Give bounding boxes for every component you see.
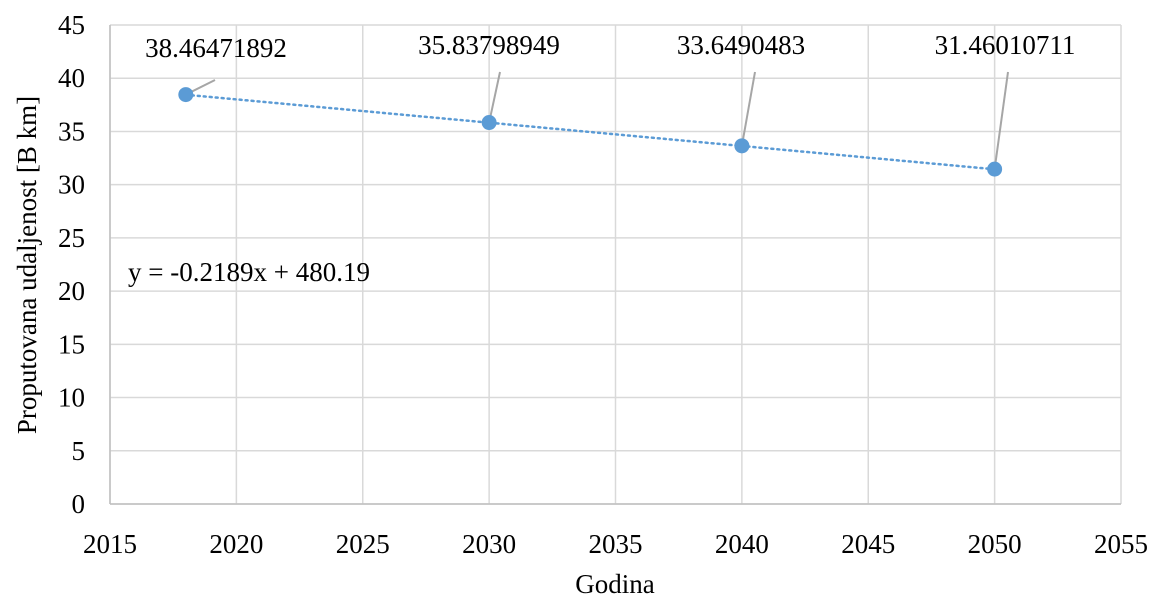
x-axis-title: Godina bbox=[575, 569, 655, 598]
data-point bbox=[178, 87, 194, 103]
y-tick-label: 15 bbox=[58, 329, 85, 359]
y-axis-title: Proputovana udaljenost [B km] bbox=[12, 96, 42, 434]
x-tick-label: 2050 bbox=[968, 529, 1022, 559]
label-layer: 38.46471892 35.83798949 33.6490483 31.46010… bbox=[145, 30, 1075, 63]
x-tick-label: 2020 bbox=[209, 529, 263, 559]
trendline bbox=[184, 93, 996, 171]
grid-layer bbox=[109, 24, 1122, 505]
y-tick-label: 45 bbox=[58, 10, 85, 40]
y-tick-label: 30 bbox=[58, 170, 85, 200]
x-tick-label: 2040 bbox=[715, 529, 769, 559]
leader-layer bbox=[185, 71, 1009, 170]
x-tick-label: 2045 bbox=[841, 529, 895, 559]
y-tick-label: 10 bbox=[58, 383, 85, 413]
data-label-leader bbox=[993, 71, 1009, 170]
data-label: 38.46471892 bbox=[145, 33, 287, 63]
data-point bbox=[987, 161, 1003, 177]
y-tick-label: 5 bbox=[72, 436, 86, 466]
trendline-layer bbox=[184, 93, 996, 171]
y-tick-label: 0 bbox=[72, 489, 86, 519]
point-layer bbox=[178, 87, 1003, 177]
data-point bbox=[734, 138, 750, 154]
x-tick-label: 2030 bbox=[462, 529, 516, 559]
x-tick-label: 2025 bbox=[336, 529, 390, 559]
data-label-leader bbox=[488, 71, 501, 123]
data-label: 35.83798949 bbox=[418, 30, 560, 60]
trendline-equation: y = -0.2189x + 480.19 bbox=[128, 257, 370, 287]
data-label-leader bbox=[740, 71, 756, 146]
x-tick-label: 2015 bbox=[83, 529, 137, 559]
y-tick-label: 20 bbox=[58, 276, 85, 306]
y-tick-label: 35 bbox=[58, 116, 85, 146]
y-tick-label: 25 bbox=[58, 223, 85, 253]
data-label: 33.6490483 bbox=[677, 30, 805, 60]
x-tick-label: 2055 bbox=[1094, 529, 1148, 559]
x-tick-label: 2035 bbox=[589, 529, 643, 559]
axis-layer: 2015 2020 2025 2030 2035 2040 2045 2050 20550510… bbox=[58, 10, 1148, 559]
data-point bbox=[481, 115, 497, 131]
y-tick-label: 40 bbox=[58, 63, 85, 93]
data-label: 31.46010711 bbox=[935, 30, 1076, 60]
